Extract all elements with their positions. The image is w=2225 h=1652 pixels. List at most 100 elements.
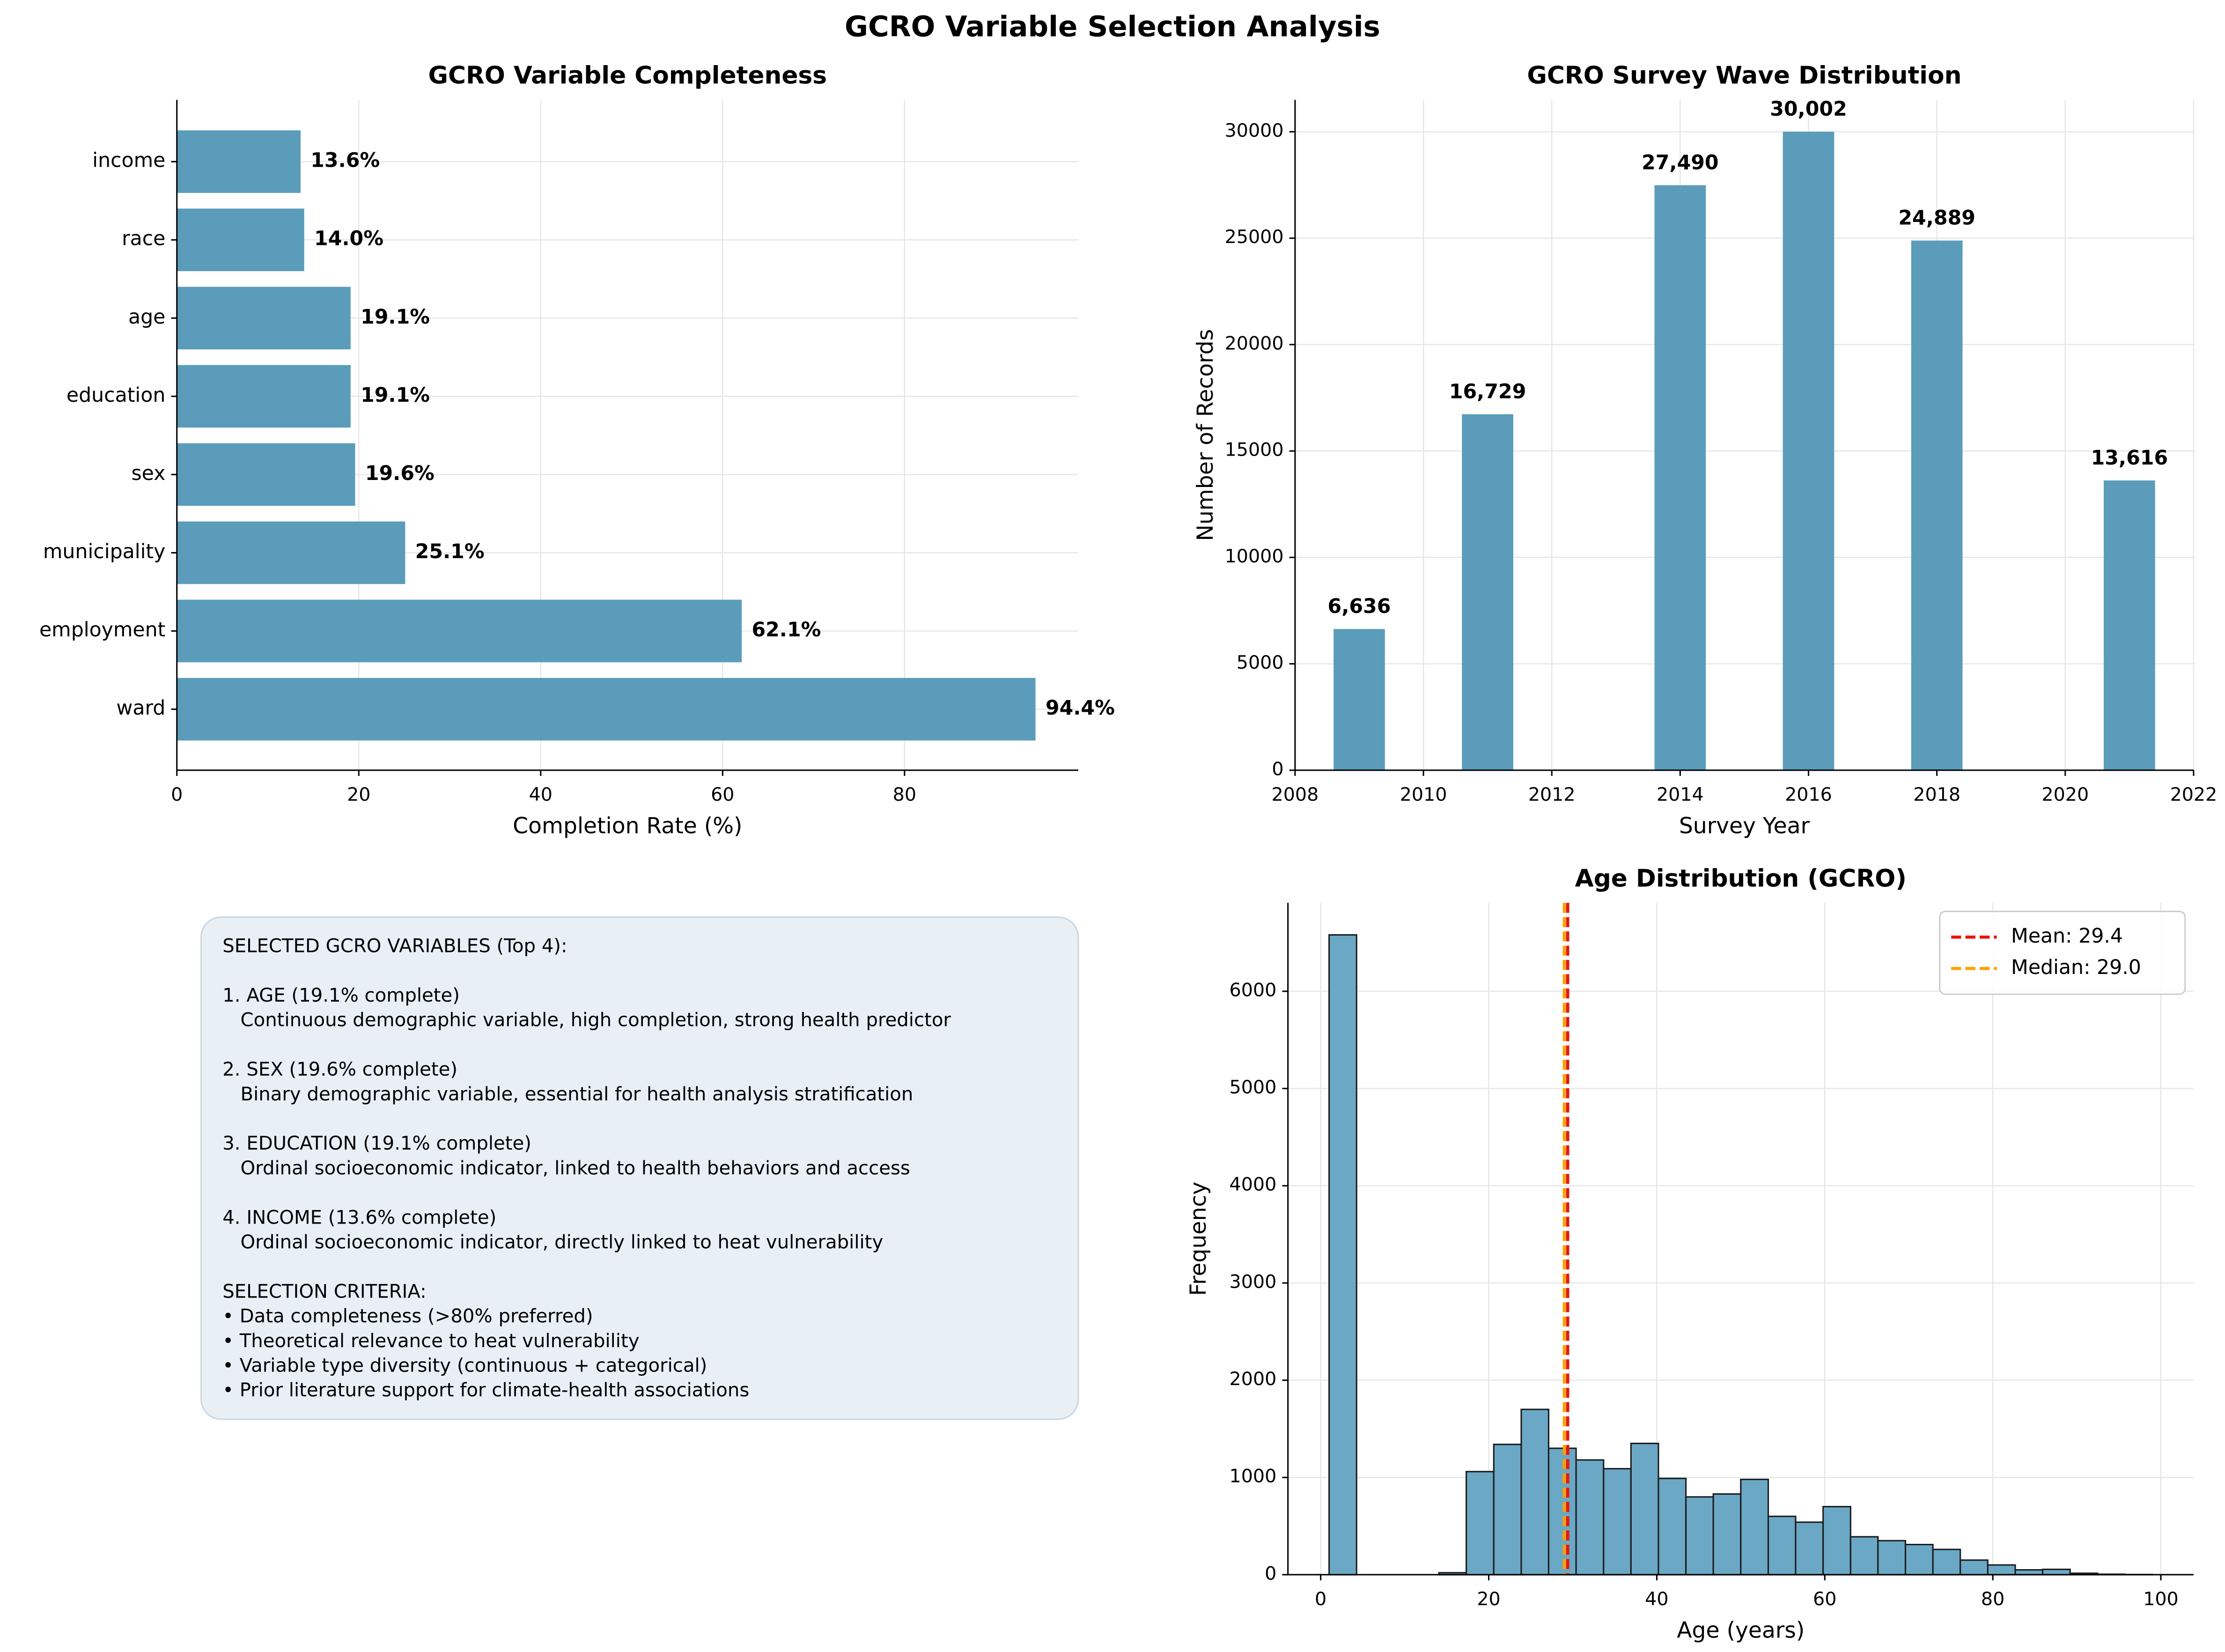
bar	[1462, 414, 1513, 770]
histogram-bar	[1877, 1540, 1907, 1576]
figure-title: GCRO Variable Selection Analysis	[845, 10, 1380, 44]
histogram-bar	[1575, 1459, 1605, 1576]
x-tick-label: 20	[1477, 1588, 1500, 1610]
x-tick-label: 0	[171, 784, 183, 805]
histogram-bar	[1630, 1443, 1659, 1576]
y-tick-label: race	[122, 227, 165, 251]
bar	[1654, 185, 1706, 770]
x-tick-label: 2010	[1400, 784, 1447, 805]
x-tick-label: 20	[347, 784, 370, 805]
x-tick-label: 2016	[1785, 784, 1832, 805]
histogram-bar	[2041, 1568, 2071, 1576]
x-axis-label: Survey Year	[1679, 813, 1810, 839]
x-tick-label: 40	[529, 784, 553, 805]
x-tick-label: 60	[711, 784, 734, 805]
y-tick-label: municipality	[43, 540, 165, 563]
histogram-bar	[1822, 1506, 1851, 1576]
chart-title: GCRO Variable Completeness	[428, 61, 827, 89]
y-tick-label: employment	[39, 618, 165, 642]
y-tick-label: sex	[131, 462, 165, 485]
text-box-line: Ordinal socioeconomic indicator, directl…	[222, 1232, 883, 1253]
value-label: 13.6%	[310, 149, 380, 172]
text-box-line: SELECTION CRITERIA:	[222, 1281, 427, 1302]
y-tick-label: 15000	[1225, 439, 1284, 461]
x-tick-label: 60	[1813, 1588, 1836, 1610]
x-tick-label: 2022	[2170, 784, 2218, 805]
x-tick-label: 0	[1315, 1588, 1326, 1610]
y-axis-label: Frequency	[1186, 1182, 1211, 1296]
legend-label: Median: 29.0	[2011, 956, 2141, 979]
bar	[2104, 480, 2155, 770]
text-box-line: • Prior literature support for climate-h…	[222, 1379, 749, 1401]
legend-label: Mean: 29.4	[2011, 924, 2123, 948]
value-label: 62.1%	[751, 618, 821, 642]
y-tick-label: 2000	[1230, 1368, 1277, 1390]
value-label: 14.0%	[314, 227, 383, 251]
chart-title: Age Distribution (GCRO)	[1575, 864, 1907, 892]
y-tick-label: 20000	[1225, 332, 1284, 354]
y-tick-label: 4000	[1230, 1174, 1277, 1195]
text-box-line: • Data completeness (>80% preferred)	[222, 1305, 593, 1327]
chart-title: GCRO Survey Wave Distribution	[1527, 61, 1961, 89]
y-tick-label: age	[128, 305, 165, 329]
histogram-bar	[1658, 1477, 1687, 1576]
text-box-line: Continuous demographic variable, high co…	[222, 1010, 951, 1031]
value-label: 13,616	[2091, 446, 2168, 470]
text-box-line: 2. SEX (19.6% complete)	[222, 1059, 457, 1080]
histogram-bar	[1849, 1536, 1879, 1576]
value-label: 30,002	[1770, 97, 1847, 121]
histogram-bar	[1493, 1444, 1522, 1576]
text-box-line: Ordinal socioeconomic indicator, linked …	[222, 1158, 910, 1179]
x-tick-label: 2018	[1913, 784, 1960, 805]
text-box-line: 1. AGE (19.1% complete)	[222, 985, 460, 1006]
histogram-bar	[1795, 1521, 1824, 1576]
histogram-bar	[1685, 1496, 1714, 1576]
y-tick-label: 1000	[1230, 1466, 1277, 1487]
y-tick-label: income	[92, 149, 165, 172]
bar	[1911, 240, 1963, 770]
histogram-bar	[1328, 934, 1357, 1576]
histogram-bar	[1960, 1559, 1989, 1576]
value-label: 16,729	[1449, 380, 1526, 403]
text-box-line: • Theoretical relevance to heat vulnerab…	[222, 1330, 639, 1352]
histogram-bar	[1712, 1493, 1742, 1576]
histogram-bar	[1767, 1515, 1797, 1576]
value-label: 19.1%	[361, 384, 430, 407]
bar	[177, 130, 301, 193]
bar	[177, 599, 742, 663]
y-tick-label: 5000	[1237, 652, 1284, 673]
value-label: 25.1%	[415, 540, 485, 563]
x-tick-label: 2020	[2041, 784, 2089, 805]
legend-box	[1939, 910, 2186, 995]
text-box-line: 4. INCOME (13.6% complete)	[222, 1207, 496, 1228]
value-label: 19.1%	[361, 305, 430, 329]
x-tick-label: 2012	[1528, 784, 1576, 805]
histogram-bar	[1547, 1447, 1577, 1576]
value-label: 19.6%	[365, 462, 435, 485]
text-box-line: 3. EDUCATION (19.1% complete)	[222, 1133, 531, 1154]
y-tick-label: education	[66, 384, 166, 407]
y-tick-label: 30000	[1225, 120, 1284, 141]
histogram-bar	[1987, 1564, 2016, 1576]
y-tick-label: ward	[117, 696, 166, 720]
histogram-bar	[1904, 1544, 1934, 1576]
histogram-bar	[1520, 1409, 1549, 1576]
bar	[177, 678, 1036, 741]
x-tick-label: 100	[2143, 1588, 2179, 1610]
text-box-line: • Variable type diversity (continuous + …	[222, 1355, 707, 1376]
y-tick-label: 6000	[1230, 979, 1277, 1001]
bar	[1334, 629, 1385, 770]
x-axis-label: Completion Rate (%)	[513, 813, 742, 839]
x-tick-label: 2014	[1657, 784, 1704, 805]
bar	[1783, 132, 1835, 770]
bar	[177, 208, 304, 272]
histogram-bar	[1466, 1471, 1495, 1576]
text-box-line: Binary demographic variable, essential f…	[222, 1084, 913, 1105]
x-tick-label: 80	[893, 784, 916, 805]
value-label: 94.4%	[1046, 696, 1115, 720]
y-axis-label: Number of Records	[1193, 329, 1218, 541]
bar	[177, 521, 405, 584]
x-tick-label: 80	[1981, 1588, 2004, 1610]
histogram-bar	[1740, 1478, 1769, 1576]
